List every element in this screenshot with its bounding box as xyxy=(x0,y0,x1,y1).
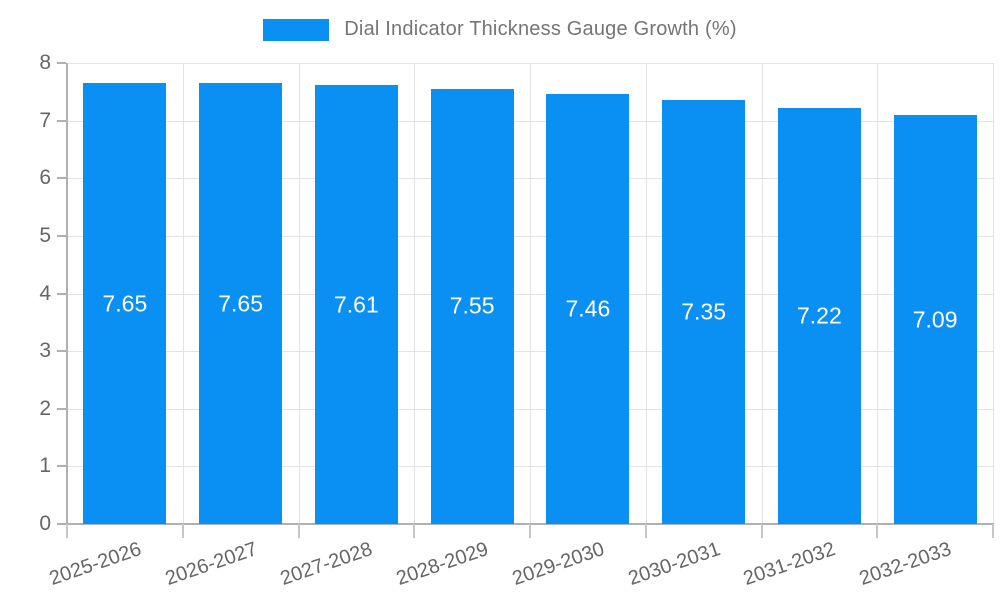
y-axis-tick xyxy=(57,523,66,525)
x-axis-tick-label: 2026-2027 xyxy=(162,538,260,590)
y-axis-tick xyxy=(57,119,66,122)
y-axis-tick xyxy=(57,234,66,237)
x-axis-tick xyxy=(66,524,68,538)
y-axis-tick-label: 4 xyxy=(39,281,51,305)
bar-value-label: 7.35 xyxy=(681,298,726,325)
gridline-vertical xyxy=(183,63,184,524)
x-axis-tick xyxy=(182,524,184,538)
y-axis-tick-label: 7 xyxy=(39,108,51,132)
y-axis-tick-label: 1 xyxy=(39,454,51,478)
bar[interactable]: 7.09 xyxy=(893,115,977,524)
bar-value-label: 7.55 xyxy=(449,292,495,319)
x-axis-tick-label: 2032-2033 xyxy=(856,538,955,590)
y-axis-tick-label: 6 xyxy=(39,166,51,190)
gridline-vertical xyxy=(877,63,878,524)
y-axis-tick xyxy=(57,62,66,64)
y-axis-tick xyxy=(57,292,66,295)
y-axis-tick xyxy=(57,465,66,468)
bar[interactable]: 7.61 xyxy=(314,85,398,524)
bar[interactable]: 7.35 xyxy=(662,100,746,524)
x-axis-tick-label: 2030-2031 xyxy=(625,538,723,590)
y-axis-line xyxy=(66,63,68,524)
x-axis-tick-label: 2031-2032 xyxy=(740,538,839,590)
y-axis-tick xyxy=(57,407,66,410)
y-axis-tick-label: 2 xyxy=(39,396,51,420)
y-axis-tick-label: 5 xyxy=(39,223,51,247)
y-axis-tick-label: 0 xyxy=(39,512,51,535)
x-axis-tick xyxy=(413,524,415,538)
legend-label: Dial Indicator Thickness Gauge Growth (%… xyxy=(344,18,737,40)
x-axis-tick xyxy=(298,524,300,538)
bar-value-label: 7.65 xyxy=(218,290,263,317)
bar-value-label: 7.22 xyxy=(796,302,842,329)
legend-swatch xyxy=(263,18,330,41)
x-axis-tick xyxy=(529,524,531,538)
x-axis-tick-label: 2027-2028 xyxy=(277,538,376,590)
x-axis-tick-label: 2028-2029 xyxy=(393,538,492,590)
y-axis-tick-label: 3 xyxy=(39,339,51,363)
gridline-vertical xyxy=(299,63,300,524)
bar[interactable]: 7.22 xyxy=(777,107,861,524)
x-axis-tick xyxy=(876,524,878,538)
x-axis-tick-label: 2025-2026 xyxy=(46,538,145,590)
gridline-vertical xyxy=(993,63,994,524)
bar[interactable]: 7.65 xyxy=(199,83,283,524)
y-axis-tick xyxy=(57,177,66,180)
x-axis-tick xyxy=(992,524,994,538)
gridline-vertical xyxy=(414,63,415,524)
x-axis-tick xyxy=(761,524,763,538)
gridline-vertical xyxy=(646,63,647,524)
x-axis-tick-label: 2029-2030 xyxy=(509,538,608,590)
bar-value-label: 7.09 xyxy=(912,306,958,333)
legend-item[interactable]: Dial Indicator Thickness Gauge Growth (%… xyxy=(0,18,1000,41)
bar[interactable]: 7.46 xyxy=(546,94,630,524)
y-axis-tick-label: 8 xyxy=(39,51,51,74)
bar[interactable]: 7.65 xyxy=(83,83,167,524)
bar-value-label: 7.61 xyxy=(333,291,379,318)
bar-value-label: 7.65 xyxy=(102,290,148,317)
gridline-vertical xyxy=(530,63,531,524)
gridline-vertical xyxy=(762,63,763,524)
bar[interactable]: 7.55 xyxy=(430,88,514,524)
x-axis-tick xyxy=(645,524,647,538)
bar-value-label: 7.46 xyxy=(565,295,611,322)
plot-area: 0 1 2 3 4 5 6 7 8 7.65 2025-2026 7.65 2026-2027 7.61 2… xyxy=(39,51,994,590)
y-axis-tick xyxy=(57,350,66,353)
